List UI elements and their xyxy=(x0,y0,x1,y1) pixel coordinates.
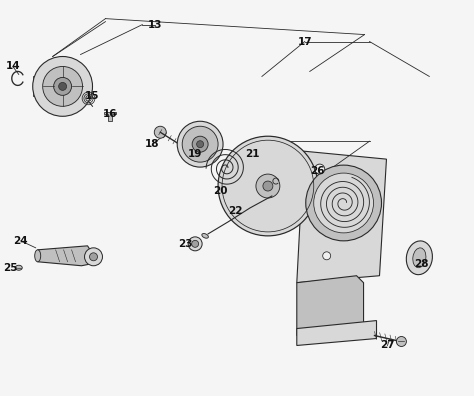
Polygon shape xyxy=(297,151,386,283)
Text: 16: 16 xyxy=(103,109,118,119)
Circle shape xyxy=(314,173,374,233)
Circle shape xyxy=(396,337,406,346)
Text: 28: 28 xyxy=(414,259,428,269)
Text: 13: 13 xyxy=(148,20,163,30)
Circle shape xyxy=(59,82,67,90)
Text: 26: 26 xyxy=(310,166,325,176)
Text: 25: 25 xyxy=(3,263,18,273)
Circle shape xyxy=(43,67,82,106)
Text: 19: 19 xyxy=(188,149,202,159)
Circle shape xyxy=(84,248,102,266)
Polygon shape xyxy=(297,276,364,335)
Text: 23: 23 xyxy=(178,239,192,249)
Circle shape xyxy=(197,141,204,148)
Circle shape xyxy=(191,240,199,248)
Circle shape xyxy=(256,174,280,198)
Text: 27: 27 xyxy=(380,341,395,350)
Circle shape xyxy=(33,57,92,116)
Text: 22: 22 xyxy=(228,206,242,216)
Circle shape xyxy=(188,237,202,251)
Circle shape xyxy=(315,164,325,174)
Circle shape xyxy=(218,136,318,236)
Text: 17: 17 xyxy=(298,36,312,47)
Text: 15: 15 xyxy=(85,91,100,101)
Text: 24: 24 xyxy=(13,236,28,246)
Circle shape xyxy=(323,252,331,260)
Polygon shape xyxy=(104,112,117,121)
Ellipse shape xyxy=(406,241,432,275)
Circle shape xyxy=(90,253,98,261)
Ellipse shape xyxy=(413,248,426,268)
Ellipse shape xyxy=(15,265,22,270)
Polygon shape xyxy=(33,76,41,96)
Text: 18: 18 xyxy=(145,139,160,149)
Polygon shape xyxy=(38,246,95,266)
Text: 14: 14 xyxy=(6,61,20,71)
Circle shape xyxy=(155,126,166,138)
Ellipse shape xyxy=(35,250,41,262)
Circle shape xyxy=(192,136,208,152)
Ellipse shape xyxy=(202,234,209,238)
Polygon shape xyxy=(297,321,376,345)
Circle shape xyxy=(306,165,382,241)
Circle shape xyxy=(263,181,273,191)
Text: 21: 21 xyxy=(245,149,259,159)
Circle shape xyxy=(177,121,223,167)
Text: 20: 20 xyxy=(213,186,228,196)
Circle shape xyxy=(54,78,72,95)
Circle shape xyxy=(182,126,218,162)
